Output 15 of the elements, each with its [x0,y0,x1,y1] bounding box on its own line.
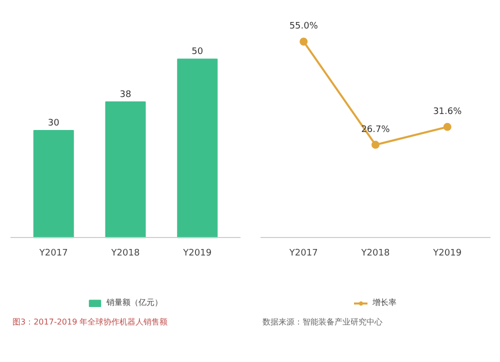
data-label: 50 [192,47,204,58]
data-label: 55.0% [289,22,318,32]
data-label: 38 [120,90,132,100]
x-tick-label: Y2017 [288,248,318,259]
x-tick-label: Y2019 [182,248,212,259]
legend-label: 增长率 [372,297,396,308]
source-note: 数据来源：智能装备产业研究中心 [262,318,382,326]
x-tick-label: Y2018 [360,248,390,259]
data-label: 31.6% [433,106,462,117]
x-tick-label: Y2018 [110,248,140,259]
x-tick-label: Y2017 [38,248,68,259]
x-tick-label: Y2019 [432,248,462,259]
caption: 图3：2017-2019 年全球协作机器人销售额 [12,318,168,326]
legend-label: 销量额（亿元） [106,297,162,308]
data-label: 30 [48,118,60,128]
